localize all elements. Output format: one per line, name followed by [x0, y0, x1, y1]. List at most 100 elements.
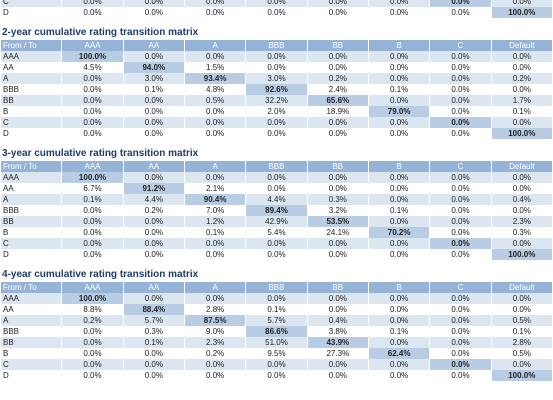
header-cell: Default — [491, 161, 552, 172]
data-row: A 0.2% 5.7% 87.5% 5.7% 0.4% 0.0% 0.0% 0.5% — [1, 315, 552, 326]
cell: 0.0% — [267, 129, 286, 138]
cell: 0.0% — [368, 194, 430, 205]
cell: 0.0% — [368, 315, 430, 326]
cell: 4.4% — [123, 194, 184, 205]
cell: 0.0% — [123, 293, 184, 304]
data-row: BB 0.0% 0.1% 2.3% 51.0% 43.9% 0.0% 0.0% 2.8% — [1, 337, 552, 348]
cell: 0.0% — [390, 184, 409, 193]
cell: 0.0% — [123, 0, 184, 7]
cell: 4.8% — [206, 85, 225, 94]
cell: 0.0% — [184, 117, 246, 128]
cell: 100.0% — [491, 249, 552, 260]
row-label: A — [1, 194, 62, 205]
table-title: 2-year cumulative rating transition matr… — [2, 27, 199, 38]
row-label: D — [3, 250, 9, 259]
row-label: BB — [1, 95, 62, 106]
data-row: AA 6.7% 91.2% 2.1% 0.0% 0.0% 0.0% 0.0% 0.0% — [1, 183, 552, 194]
row-label: AA — [3, 305, 14, 314]
cell: 0.0% — [430, 95, 491, 106]
cell: 2.3% — [184, 337, 246, 348]
cell: 0.1% — [62, 194, 123, 205]
cell: 0.0% — [123, 117, 184, 128]
data-row: C 0.0% 0.0% 0.0% 0.0% 0.0% 0.0% 0.0% 0.0% — [1, 359, 552, 370]
cell: 5.7% — [123, 315, 184, 326]
header-cell: Default — [491, 282, 552, 293]
cell: 0.0% — [451, 371, 470, 380]
cell: 0.0% — [390, 8, 409, 17]
header-cell: BB — [307, 161, 368, 172]
cell: 0.0% — [512, 85, 531, 94]
cell: 0.0% — [184, 238, 246, 249]
row-label: B — [3, 349, 9, 358]
cell: 0.0% — [144, 250, 163, 259]
cell: 0.0% — [83, 129, 102, 138]
cell: 0.0% — [83, 250, 102, 259]
row-label: D — [3, 371, 9, 380]
cell: 0.0% — [267, 184, 286, 193]
header-cell: C — [430, 282, 491, 293]
cell: 0.0% — [512, 184, 531, 193]
cell: 0.0% — [368, 51, 430, 62]
data-row: BBB 0.0% 0.2% 7.0% 89.4% 3.2% 0.1% 0.0% 0.0% — [1, 205, 552, 216]
cell: 93.4% — [184, 73, 246, 84]
cell: 5.7% — [246, 315, 307, 326]
cell: 2.8% — [491, 337, 552, 348]
cell: 65.6% — [307, 95, 368, 106]
cell: 0.0% — [184, 0, 246, 7]
cell: 0.1% — [512, 107, 531, 116]
data-row: BB 0.0% 0.0% 0.5% 32.2% 65.6% 0.0% 0.0% 1.7% — [1, 95, 552, 106]
cell: 62.4% — [368, 348, 430, 359]
cell: 0.0% — [307, 0, 368, 7]
cell: 0.1% — [123, 337, 184, 348]
cell: 92.6% — [246, 84, 307, 95]
cell: 0.0% — [430, 194, 491, 205]
cell: 0.0% — [451, 206, 470, 215]
cell: 24.1% — [326, 228, 350, 237]
row-label: BB — [1, 216, 62, 227]
header-cell: BBB — [246, 282, 307, 293]
data-row: AAA 100.0% 0.0% 0.0% 0.0% 0.0% 0.0% 0.0% 0.0% — [1, 51, 552, 62]
cell: 1.7% — [491, 95, 552, 106]
cell: 0.0% — [328, 129, 347, 138]
cell: 2.4% — [328, 85, 347, 94]
cell: 0.0% — [491, 359, 552, 370]
cell: 0.0% — [144, 228, 163, 237]
cell: 51.0% — [246, 337, 307, 348]
header-row: From / To AAA AA A BBB BB B C Default — [1, 40, 552, 51]
cell: 0.0% — [430, 172, 491, 183]
cell: 0.0% — [123, 95, 184, 106]
cell: 0.0% — [430, 293, 491, 304]
cell: 2.0% — [267, 107, 286, 116]
header-cell: C — [430, 161, 491, 172]
cell: 0.0% — [368, 73, 430, 84]
cell: 0.4% — [307, 315, 368, 326]
cell: 0.0% — [246, 51, 307, 62]
cell: 3.0% — [123, 73, 184, 84]
cell: 0.0% — [430, 51, 491, 62]
matrix-table: From / To AAA AA A BBB BB B C Default AAA 100.0% 0.… — [0, 161, 553, 260]
cell: 0.2% — [62, 315, 123, 326]
data-row: AA 4.5% 94.0% 1.5% 0.0% 0.0% 0.0% 0.0% 0.0% — [1, 62, 552, 73]
data-row: B 0.0% 0.0% 0.1% 5.4% 24.1% 70.2% 0.0% 0.3% — [1, 227, 552, 238]
data-row: B 0.0% 0.0% 0.2% 9.5% 27.3% 62.4% 0.0% 0.5% — [1, 348, 552, 359]
cell: 0.0% — [451, 228, 470, 237]
cell: 0.0% — [451, 250, 470, 259]
cell: 0.0% — [206, 250, 225, 259]
cell: 5.4% — [267, 228, 286, 237]
cell: 100.0% — [491, 7, 552, 18]
header-cell: From / To — [1, 40, 62, 51]
cell: 0.0% — [123, 216, 184, 227]
cell: 0.0% — [123, 238, 184, 249]
header-cell: AA — [123, 40, 184, 51]
cell: 0.0% — [307, 359, 368, 370]
cell: 100.0% — [491, 128, 552, 139]
cell: 0.0% — [491, 172, 552, 183]
cell: 7.0% — [206, 206, 225, 215]
data-row: AAA 100.0% 0.0% 0.0% 0.0% 0.0% 0.0% 0.0% 0.0% — [1, 293, 552, 304]
cell: 0.0% — [430, 315, 491, 326]
cell: 6.7% — [83, 184, 102, 193]
cell: 0.0% — [267, 8, 286, 17]
data-row: AA 8.8% 88.4% 2.8% 0.1% 0.0% 0.0% 0.0% 0.0% — [1, 304, 552, 315]
cell: 0.0% — [451, 184, 470, 193]
content: C 0.0% 0.0% 0.0% 0.0% 0.0% 0.0% 0.0% 0.0% D 0.0% 0.… — [0, 0, 553, 381]
